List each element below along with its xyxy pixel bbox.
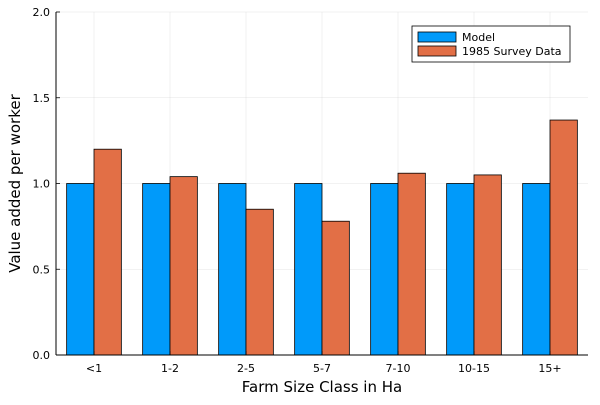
y-tick-label: 0.5	[33, 263, 51, 276]
bar-survey	[93, 148, 122, 356]
axes	[55, 11, 588, 356]
x-tick-label: 7-10	[386, 362, 411, 375]
bar-survey	[245, 208, 274, 356]
bar-survey	[549, 119, 578, 356]
bar-survey	[397, 172, 426, 356]
bars	[66, 119, 578, 356]
bar-survey	[321, 220, 350, 356]
legend-swatch	[417, 31, 457, 43]
x-axis-title: Farm Size Class in Ha	[242, 378, 402, 396]
y-tick-label: 2.0	[33, 6, 51, 19]
y-tick-label: 0.0	[33, 349, 51, 362]
legend-swatch	[417, 45, 457, 57]
bar-survey	[473, 174, 502, 356]
y-tick-label: 1.0	[33, 178, 51, 191]
tick-labels: 0.0 0.5 1.0 1.5 2.0 <1 1-2 2-5 5-7 7-10 10-15 15+	[33, 6, 562, 375]
y-axis-title: Value added per worker	[6, 93, 24, 272]
bar-model	[66, 183, 95, 356]
bar-model	[370, 183, 399, 356]
bar-model	[446, 183, 475, 356]
legend-entry: Model	[462, 31, 495, 44]
legend-entry: 1985 Survey Data	[462, 45, 562, 58]
x-tick-label: 10-15	[458, 362, 490, 375]
x-tick-label: <1	[86, 362, 102, 375]
x-tick-label: 15+	[538, 362, 561, 375]
bar-model	[142, 183, 171, 356]
bar-model	[218, 183, 247, 356]
bar-model	[294, 183, 323, 356]
x-tick-label: 1-2	[161, 362, 179, 375]
x-tick-label: 2-5	[237, 362, 255, 375]
bar-survey	[169, 176, 198, 356]
y-tick-label: 1.5	[33, 92, 51, 105]
x-tick-label: 5-7	[313, 362, 331, 375]
bar-model	[522, 183, 551, 356]
